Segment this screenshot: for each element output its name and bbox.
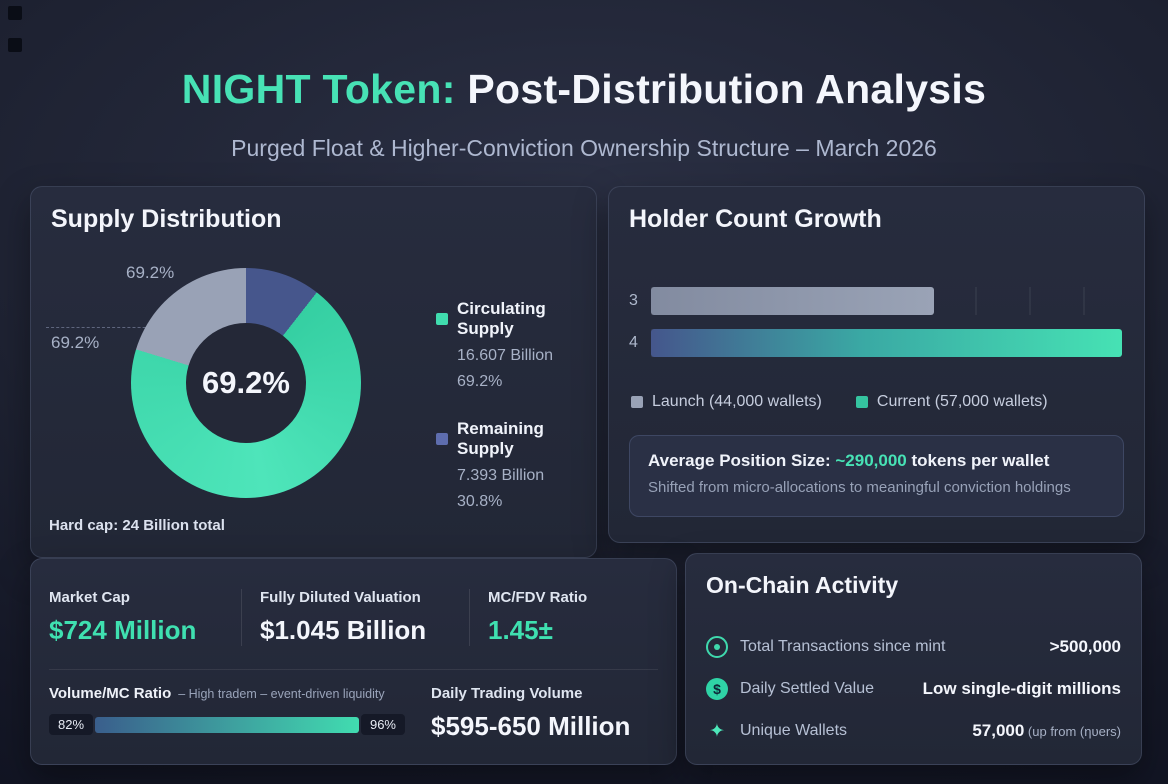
volume-ratio-bar (95, 716, 359, 733)
legend-label: Circulating Supply (457, 299, 546, 338)
daily-volume-block: Daily Trading Volume $595-650 Million (405, 685, 658, 742)
legend-label: Current (57,000 wallets) (876, 393, 1048, 410)
donut-ring (131, 268, 361, 498)
onchain-value: >500,000 (1049, 637, 1121, 656)
legend-item-current: Current (57,000 wallets) (855, 393, 1048, 411)
valuation-metrics-card: Market Cap $724 Million Fully Diluted Va… (30, 558, 677, 765)
metric-value: $1.045 Billion (260, 615, 427, 645)
corner-mark (8, 38, 22, 52)
metric-fdv: Fully Diluted Valuation $1.045 Billion (241, 589, 469, 646)
donut-annotation-top: 69.2% (126, 263, 175, 282)
page-subtitle: Purged Float & Higher-Conviction Ownersh… (231, 135, 937, 161)
bar-row-label: 3 (629, 292, 638, 309)
legend-percent: 30.8% (457, 493, 503, 510)
transactions-icon (706, 636, 728, 658)
legend-value: 16.607 Billion (457, 347, 554, 364)
metrics-row: Market Cap $724 Million Fully Diluted Va… (49, 589, 658, 646)
bar-track (651, 329, 1122, 357)
teal-swatch-icon (855, 396, 868, 408)
donut-center-label: 69.2% (202, 365, 290, 400)
onchain-row-unique-wallets: ✦ Unique Wallets 57,000 (up from (ηυers) (706, 710, 1121, 752)
ratio-max-chip: 96% (360, 714, 405, 735)
corner-mark (8, 6, 22, 20)
supply-distribution-card: Supply Distribution 69.2% 69.2% 69.2% Ci… (30, 186, 597, 558)
holder-legend: Launch (44,000 wallets) Current (57,000 … (631, 393, 1048, 411)
bar-row-current: 4 (629, 329, 1122, 357)
page-title-rest: Post-Distribution Analysis (455, 66, 987, 112)
donut-annotation-left: 69.2% (51, 333, 100, 352)
annotation-dash-line (46, 327, 166, 328)
metric-market-cap: Market Cap $724 Million (49, 589, 241, 646)
current-bar (651, 329, 1122, 357)
onchain-value: Low single-digit millions (922, 679, 1121, 698)
legend-head: Remaining Supply (436, 419, 591, 459)
volume-ratio-note: – High tradem – event-driven liquidity (178, 687, 385, 701)
legend-item-remaining: Remaining Supply 7.393 Billion 30.8% (436, 419, 591, 511)
volume-row: Volume/MC Ratio – High tradem – event-dr… (49, 685, 658, 742)
legend-item-launch: Launch (44,000 wallets) (631, 393, 822, 411)
onchain-label: Unique Wallets (740, 722, 848, 739)
onchain-row-settled-value: $ Daily Settled Value Low single-digit m… (706, 668, 1121, 710)
legend-value: 7.393 Billion (457, 467, 545, 484)
hard-cap-note: Hard cap: 24 Billion total (49, 517, 225, 534)
bar-row-label: 4 (629, 334, 638, 351)
onchain-heading: On-Chain Activity (706, 572, 899, 598)
legend-percent: 69.2% (457, 373, 503, 390)
supply-heading: Supply Distribution (51, 205, 282, 233)
gray-swatch-icon (631, 396, 643, 408)
supply-donut-chart: 69.2% (131, 268, 361, 498)
sparkle-icon: ✦ (709, 720, 725, 742)
divider (49, 669, 658, 670)
legend-label: Launch (44,000 wallets) (652, 393, 822, 410)
callout-headline: Average Position Size: ~290,000 tokens p… (648, 451, 1105, 471)
metric-label: Fully Diluted Valuation (260, 589, 421, 606)
onchain-activity-card: On-Chain Activity Total Transactions sin… (685, 553, 1142, 765)
daily-volume-value: $595-650 Million (431, 711, 631, 741)
callout-subtext: Shifted from micro-allocations to meanin… (648, 479, 1071, 496)
bar-row-launch: 3 (629, 287, 1122, 315)
callout-accent-value: ~290,000 (835, 451, 907, 470)
volume-ratio-label: Volume/MC Ratio (49, 685, 172, 702)
daily-volume-label: Daily Trading Volume (431, 685, 583, 702)
onchain-value-suffix: (up from (ηυers) (1024, 724, 1121, 739)
blue-swatch-icon (436, 433, 448, 445)
metric-value: $724 Million (49, 615, 197, 645)
callout-suffix: tokens per wallet (906, 451, 1050, 470)
bar-track (651, 287, 1122, 315)
volume-ratio-label-row: Volume/MC Ratio – High tradem – event-dr… (49, 685, 405, 702)
holder-count-card: Holder Count Growth 3 4 Launch (44,000 w… (608, 186, 1145, 543)
teal-swatch-icon (436, 313, 448, 325)
legend-head: Circulating Supply (436, 299, 591, 339)
average-position-callout: Average Position Size: ~290,000 tokens p… (629, 435, 1124, 517)
metric-mc-fdv-ratio: MC/FDV Ratio 1.45± (469, 589, 658, 646)
onchain-value-number: 57,000 (972, 721, 1025, 740)
volume-ratio-block: Volume/MC Ratio – High tradem – event-dr… (49, 685, 405, 742)
ratio-min-chip: 82% (49, 714, 94, 735)
launch-bar (651, 287, 934, 315)
onchain-label: Daily Settled Value (740, 680, 874, 697)
dollar-icon: $ (706, 678, 728, 700)
page-title-accent: NIGHT Token: (181, 66, 456, 112)
donut-legend: Circulating Supply 16.607 Billion 69.2% … (436, 299, 591, 539)
volume-ratio-bar-row: 82% 96% (49, 714, 405, 735)
page-title: NIGHT Token: Post-Distribution Analysis (0, 66, 1168, 113)
callout-prefix: Average Position Size: (648, 451, 836, 470)
onchain-rows: Total Transactions since mint >500,000 $… (706, 626, 1121, 752)
metric-label: MC/FDV Ratio (488, 589, 588, 606)
page-header: NIGHT Token: Post-Distribution Analysis … (0, 66, 1168, 162)
metric-value: 1.45± (488, 615, 553, 645)
legend-label: Remaining Supply (457, 419, 544, 458)
legend-item-circulating: Circulating Supply 16.607 Billion 69.2% (436, 299, 591, 391)
onchain-label: Total Transactions since mint (740, 638, 946, 655)
metric-label: Market Cap (49, 589, 130, 606)
onchain-row-transactions: Total Transactions since mint >500,000 (706, 626, 1121, 668)
holder-bar-chart: 3 4 (629, 287, 1122, 371)
holders-heading: Holder Count Growth (629, 205, 882, 233)
onchain-value: 57,000 (up from (ηυers) (972, 721, 1121, 741)
